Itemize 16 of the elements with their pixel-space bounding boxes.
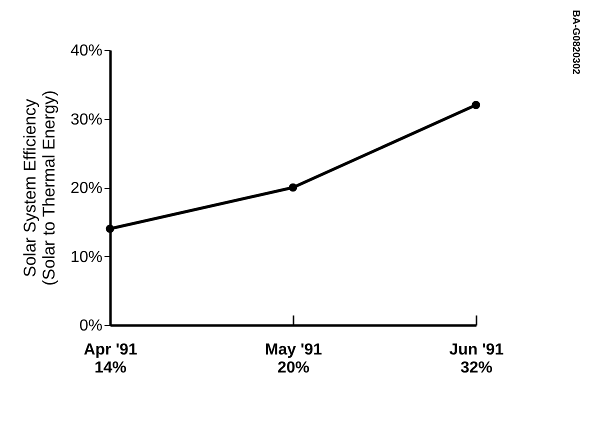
text: 20% [277,360,310,376]
point [106,224,114,233]
point [288,183,298,192]
y-tick-label: 20% [70,180,102,197]
x-tick-label: Jun '91 [449,342,504,358]
y-tick-label: 0% [79,318,102,334]
text: 14% [94,360,127,376]
y-tick-label: 40% [70,42,102,60]
point [472,100,480,110]
x-tick-label: May '91 [264,342,322,358]
y-axis-title: Solar System Efficiency (Solar to Thermal Energy) [20,90,58,286]
text: BA-G0820302 [570,10,581,74]
y-tick-label: 10% [70,248,102,266]
y-tick-label: 30% [70,111,102,128]
x-tick-label: Apr '91 [84,342,138,358]
text: 32% [460,360,492,376]
